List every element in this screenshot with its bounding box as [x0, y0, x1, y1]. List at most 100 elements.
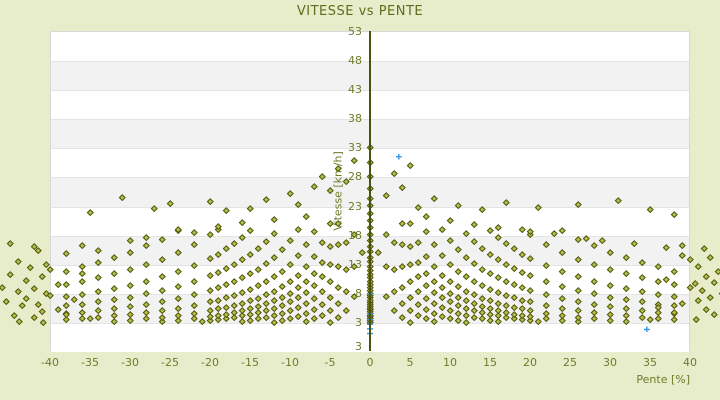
scatter-point	[262, 300, 270, 307]
scatter-point	[206, 298, 214, 305]
scatter-point	[110, 270, 118, 277]
scatter-point	[382, 263, 390, 270]
scatter-point	[622, 285, 630, 292]
scatter-point	[70, 296, 78, 303]
scatter-point	[238, 234, 246, 241]
scatter-point	[326, 307, 334, 314]
y-axis-bottom-label: 3	[355, 340, 362, 353]
scatter-point	[262, 278, 270, 285]
scatter-point	[318, 172, 326, 180]
scatter-point	[126, 317, 134, 324]
scatter-point	[670, 316, 678, 323]
scatter-point	[382, 292, 390, 299]
scatter-point	[510, 265, 518, 272]
scatter-point	[422, 282, 430, 289]
scatter-point	[398, 299, 406, 306]
scatter-point	[406, 162, 414, 169]
y-tick-label: 13	[348, 257, 362, 271]
scatter-point	[86, 209, 94, 216]
scatter-point	[158, 255, 166, 263]
scatter-point	[110, 318, 118, 325]
scatter-point	[446, 315, 454, 322]
scatter-point	[390, 239, 398, 246]
scatter-point	[286, 237, 294, 244]
scatter-point	[270, 311, 278, 319]
scatter-point	[446, 260, 454, 267]
scatter-point	[430, 310, 438, 317]
scatter-point	[230, 308, 238, 316]
scatter-point	[174, 248, 182, 256]
scatter-point	[222, 245, 230, 252]
scatter-point	[6, 271, 14, 278]
scatter-point	[694, 262, 702, 270]
scatter-point	[494, 289, 502, 296]
scatter-point	[518, 250, 526, 258]
scatter-point	[518, 284, 526, 291]
scatter-point	[270, 304, 278, 312]
scatter-point	[326, 219, 334, 227]
scatter-point	[430, 299, 438, 306]
scatter-point	[414, 239, 422, 246]
scatter-point	[22, 277, 30, 284]
scatter-point	[238, 299, 246, 306]
scatter-point	[222, 207, 230, 214]
y-tick-label: 43	[348, 83, 362, 97]
scatter-point	[438, 252, 446, 259]
scatter-point	[398, 263, 406, 270]
scatter-point	[62, 293, 70, 300]
scatter-point	[190, 240, 198, 248]
y-tick-label: 18	[348, 228, 362, 242]
scatter-point	[518, 296, 526, 304]
scatter-point	[614, 196, 622, 203]
scatter-point	[294, 226, 302, 233]
scatter-point	[94, 259, 102, 266]
scatter-point	[94, 314, 102, 321]
scatter-point	[206, 254, 214, 262]
scatter-point	[502, 292, 510, 299]
scatter-point	[398, 314, 406, 321]
scatter-point	[278, 246, 286, 253]
scatter-point	[526, 286, 534, 294]
x-tick-label: -15	[241, 356, 259, 369]
scatter-point	[670, 280, 678, 288]
scatter-point	[286, 278, 294, 285]
scatter-point	[558, 304, 566, 312]
scatter-point	[310, 269, 318, 277]
scatter-point	[454, 267, 462, 274]
scatter-point	[158, 273, 166, 280]
scatter-point	[606, 317, 614, 324]
scatter-point	[622, 305, 630, 312]
scatter-point	[470, 307, 478, 314]
scatter-point	[574, 235, 582, 242]
scatter-point	[358, 248, 366, 256]
scatter-point	[702, 272, 710, 280]
scatter-point	[342, 307, 350, 314]
scatter-point	[470, 291, 478, 298]
scatter-point	[606, 311, 614, 318]
scatter-point	[294, 252, 302, 259]
scatter-point	[590, 242, 598, 249]
scatter-point	[158, 235, 166, 242]
scatter-point	[438, 312, 446, 320]
scatter-point	[678, 252, 686, 259]
scatter-point	[638, 274, 646, 281]
scatter-point	[158, 298, 166, 305]
scatter-point	[534, 318, 542, 325]
scatter-point	[270, 253, 278, 260]
scatter-point	[246, 250, 254, 258]
scatter-point	[302, 263, 310, 270]
x-axis-title: Pente [%]	[636, 373, 690, 386]
scatter-point	[486, 297, 494, 304]
scatter-point	[706, 293, 714, 301]
scatter-point	[510, 303, 518, 311]
scatter-point	[710, 278, 718, 285]
x-tick-label: -35	[81, 356, 99, 369]
scatter-point	[310, 253, 318, 260]
scatter-point	[110, 285, 118, 292]
scatter-point	[622, 270, 630, 277]
scatter-point	[414, 301, 422, 308]
scatter-point	[518, 305, 526, 312]
scatter-point	[382, 231, 390, 238]
scatter-point	[118, 193, 126, 201]
scatter-point	[574, 307, 582, 314]
